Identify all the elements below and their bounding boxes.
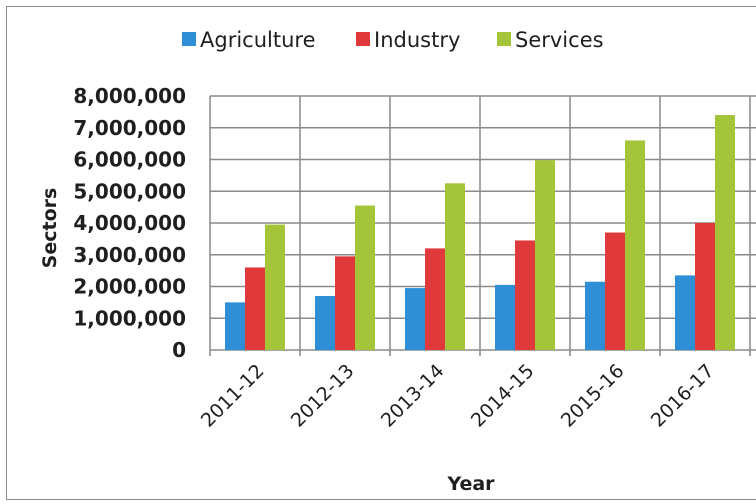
y-axis-title: Sectors [39,188,61,269]
y-tick-label: 5,000,000 [73,179,186,203]
bar-industry-2015-16 [605,232,625,350]
y-tick-label: 1,000,000 [73,306,186,330]
bar-services-2011-12 [265,224,285,350]
bar-services-2013-14 [445,183,465,350]
bar-industry-2016-17 [695,223,715,350]
bar-agriculture-2011-12 [225,302,245,350]
bar-agriculture-2016-17 [675,275,695,350]
y-tick-labels: 0 1,000,000 2,000,000 3,000,000 4,000,000 5,0… [73,84,186,362]
x-tick-label: 2015-16 [557,360,629,432]
bar-industry-2013-14 [425,248,445,350]
bar-agriculture-2014-15 [495,284,515,350]
bar-industry-2012-13 [335,256,355,350]
bar-agriculture-2015-16 [585,281,605,350]
bar-agriculture-2013-14 [405,288,425,350]
bar-industry-2011-12 [245,267,265,350]
y-tick-label: 2,000,000 [73,275,186,299]
x-axis-title: Year [446,473,495,495]
legend-label-industry: Industry [374,28,460,52]
y-tick-label: 7,000,000 [73,116,186,140]
bar-services-2014-15 [535,160,555,350]
legend-swatch-agriculture [182,32,196,46]
chart-border [6,6,756,500]
gridlines [209,95,756,356]
bar-services-2015-16 [625,140,645,350]
y-tick-label: 0 [172,338,186,362]
y-tick-label: 3,000,000 [73,243,186,267]
y-tick-label: 4,000,000 [73,211,186,235]
legend: Agriculture Industry Services [182,28,604,52]
bar-services-2012-13 [355,205,375,350]
y-tick-label: 6,000,000 [73,148,186,172]
bar-services-2016-17 [715,115,735,350]
x-tick-label: 2016-17 [647,360,719,432]
y-tick-label: 8,000,000 [73,84,186,108]
bar-agriculture-2012-13 [315,296,335,350]
x-tick-label: 2012-13 [287,360,359,432]
legend-swatch-services [497,32,511,46]
legend-label-services: Services [515,28,604,52]
x-tick-label: 2013-14 [377,360,449,432]
bars [225,115,735,350]
legend-label-agriculture: Agriculture [200,28,316,52]
x-tick-label: 2011-12 [197,360,269,432]
x-tick-label: 2014-15 [467,360,539,432]
legend-swatch-industry [356,32,370,46]
x-tick-labels: 2011-12 2012-13 2013-14 2014-15 2015-16 2016-… [197,360,719,432]
bar-industry-2014-15 [515,240,535,350]
